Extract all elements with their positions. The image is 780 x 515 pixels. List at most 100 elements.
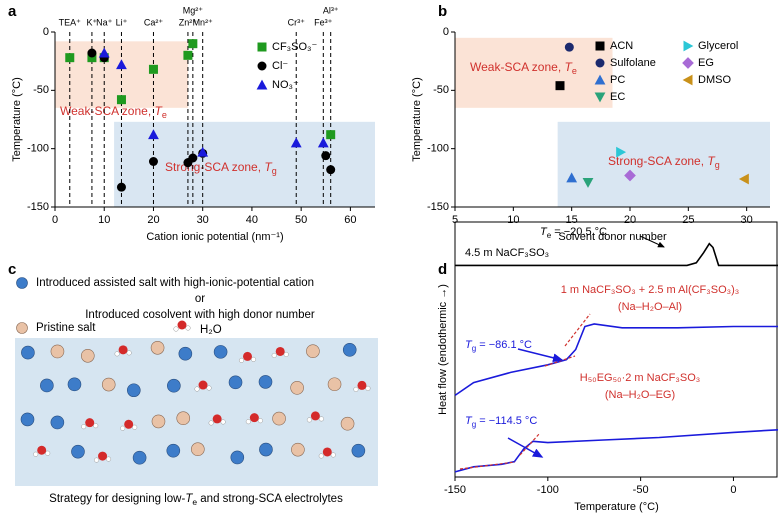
y-tick-label: -100 [27,143,49,155]
water-h [185,325,191,331]
legend-marker [594,92,606,103]
legend-label: NO₃⁻ [272,79,299,91]
cation-label: Na⁺ [96,17,113,27]
text-part: (Na–H₂O–Al) [618,301,682,313]
x-tick-label: 10 [507,214,519,226]
text-part: T [565,60,574,74]
point [326,165,336,175]
cation [20,412,35,427]
text-part: e [162,110,167,120]
legend-label: CF₃SO₃⁻ [272,41,318,53]
water-h [250,356,257,362]
water-h [120,425,126,431]
legend-cation [16,277,28,289]
text-part: g [472,420,476,429]
point [116,95,126,105]
water-o [37,445,47,455]
x-tick-label: -150 [444,484,466,496]
panel-label: d [438,261,447,278]
cation [342,343,357,357]
water-h [114,351,120,357]
water-h [353,386,359,392]
x-tick-label: 20 [147,214,159,226]
y-tick-label: -150 [427,201,449,213]
tangent-line [459,461,516,470]
text-part: g [472,344,476,353]
cation [230,450,245,465]
text-part: e [547,231,552,240]
legend-salt [16,322,28,334]
water-h [330,452,336,458]
water-h [33,451,39,457]
y-tick-label: -150 [27,201,49,213]
water-h [126,350,132,356]
legend-marker [595,58,605,68]
point [87,53,97,63]
x-tick-label: 30 [197,214,209,226]
legend-label: PC [610,74,625,86]
text-part: H₅₀EG₅₀·2 m NaCF₃SO₃ [580,372,700,384]
cation-label: Mn²⁺ [193,17,213,27]
cation-label: Zn²⁺ [179,17,198,27]
cation [50,415,65,430]
pristine-salt [327,377,342,392]
water-h [81,424,87,430]
cation [132,450,147,465]
point [87,48,97,58]
text-part: (Na–H₂O–EG) [605,389,675,401]
legend-marker [682,57,694,69]
x-axis-label: Cation ionic potential (nm⁻¹) [146,231,283,243]
text-part: = −86.1 °C [476,339,532,351]
text-part: T [540,226,548,238]
water-o [98,451,108,461]
point [738,173,749,185]
legend-label: EC [610,91,625,103]
water-h [132,424,138,430]
cation-label: Cr³⁺ [288,17,305,27]
pristine-salt [150,340,165,355]
legend-text: Introduced assisted salt with high-ionic… [36,277,314,289]
x-tick-label: 0 [730,484,736,496]
text-part: T [185,493,193,505]
point [116,182,126,192]
water-o [177,320,187,330]
water-h [365,385,371,391]
pristine-salt [306,344,320,358]
x-tick-label: 5 [452,214,458,226]
point [555,81,565,91]
x-tick-label: 30 [741,214,753,226]
text-part: Strong-SCA zone, [608,154,707,168]
legend-marker [257,61,267,71]
text-part: Strategy for designing low- [49,493,185,505]
cation-label: TEA⁺ [59,17,82,27]
point [624,169,636,182]
legend-label: EG [698,57,714,69]
curve [455,242,778,267]
water-h [93,457,100,463]
cation-label: Mg²⁺ [183,5,203,15]
y-tick-label: -50 [33,84,49,96]
water-h [93,423,99,429]
x-tick-label: 15 [566,214,578,226]
water-h [208,420,214,426]
water-o [357,380,367,390]
text-part: T [465,339,473,351]
x-tick-label: -100 [537,484,559,496]
x-tick-label: 10 [98,214,110,226]
water-o [310,411,320,421]
water-o [275,346,285,356]
water-h [194,386,200,392]
point [616,146,627,158]
point [326,130,336,140]
point [321,151,331,161]
legend-text: Introduced cosolvent with high donor num… [85,309,315,321]
text-part: e [192,497,197,507]
x-axis-label: Solvent donor number [558,231,667,243]
annotation: Tg = −114.5 °C [465,415,537,429]
cation [167,378,181,393]
y-tick-label: -50 [433,84,449,96]
y-tick-label: 0 [443,26,449,38]
annotation: Te = −20.5 °C [540,226,607,240]
water-h [283,351,289,357]
